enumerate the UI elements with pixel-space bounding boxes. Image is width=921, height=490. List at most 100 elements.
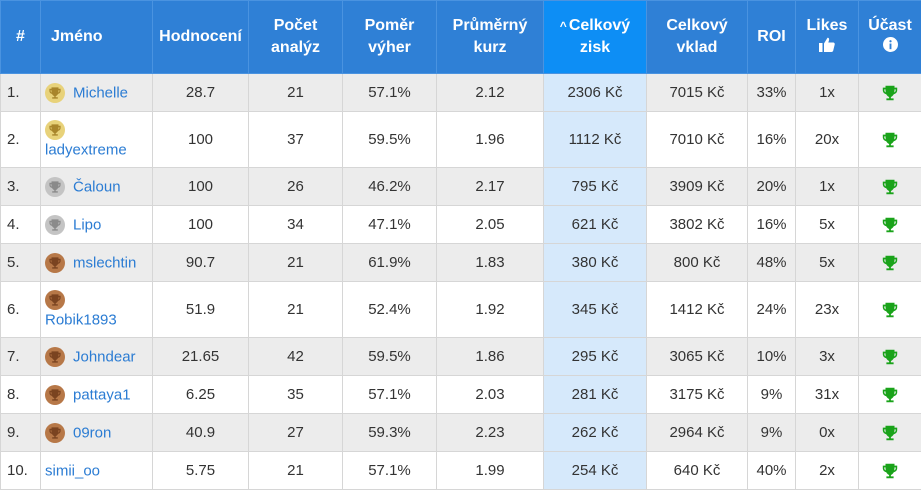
participation-cell bbox=[859, 452, 921, 490]
column-header-label: zisk bbox=[580, 39, 610, 56]
user-link[interactable]: 09ron bbox=[73, 424, 111, 441]
bronze-medal-icon bbox=[45, 385, 65, 405]
participation-cell bbox=[859, 112, 921, 168]
column-header-name[interactable]: Jméno bbox=[41, 1, 153, 74]
sort-asc-icon: ^ bbox=[560, 19, 567, 33]
participation-cell bbox=[859, 168, 921, 206]
column-header-label: Celkový bbox=[569, 17, 630, 34]
column-header-label: # bbox=[16, 28, 25, 45]
roi-cell: 16% bbox=[748, 112, 796, 168]
avgodds-cell: 1.86 bbox=[437, 338, 544, 376]
thumbs-up-icon bbox=[819, 39, 835, 56]
winratio-cell: 46.2% bbox=[343, 168, 437, 206]
rank-cell: 10. bbox=[1, 452, 41, 490]
rating-cell: 6.25 bbox=[153, 376, 249, 414]
rank-cell: 5. bbox=[1, 244, 41, 282]
likes-cell: 1x bbox=[796, 168, 859, 206]
column-header-rank[interactable]: # bbox=[1, 1, 41, 74]
avgodds-cell: 1.99 bbox=[437, 452, 544, 490]
column-header-label: Likes bbox=[807, 17, 848, 34]
user-link[interactable]: Lipo bbox=[73, 216, 101, 233]
roi-cell: 48% bbox=[748, 244, 796, 282]
column-header-label: výher bbox=[368, 39, 411, 56]
rating-cell: 100 bbox=[153, 168, 249, 206]
avgodds-cell: 2.17 bbox=[437, 168, 544, 206]
info-icon bbox=[883, 39, 898, 56]
profit-cell: 262 Kč bbox=[544, 414, 647, 452]
roi-cell: 20% bbox=[748, 168, 796, 206]
winratio-cell: 61.9% bbox=[343, 244, 437, 282]
roi-cell: 9% bbox=[748, 376, 796, 414]
avgodds-cell: 1.92 bbox=[437, 282, 544, 338]
avgodds-cell: 1.83 bbox=[437, 244, 544, 282]
column-header-label: analýz bbox=[271, 39, 320, 56]
rating-cell: 21.65 bbox=[153, 338, 249, 376]
participation-cell bbox=[859, 338, 921, 376]
likes-cell: 3x bbox=[796, 338, 859, 376]
column-header-profit[interactable]: ^Celkový zisk bbox=[544, 1, 647, 74]
column-header-stake[interactable]: Celkový vklad bbox=[647, 1, 748, 74]
rating-cell: 100 bbox=[153, 206, 249, 244]
rating-cell: 40.9 bbox=[153, 414, 249, 452]
analyses-cell: 42 bbox=[249, 338, 343, 376]
analyses-cell: 21 bbox=[249, 452, 343, 490]
rank-cell: 4. bbox=[1, 206, 41, 244]
column-header-label: vklad bbox=[677, 39, 718, 56]
user-cell: Michelle bbox=[41, 74, 153, 112]
user-link[interactable]: Johndear bbox=[73, 348, 136, 365]
column-header-likes[interactable]: Likes bbox=[796, 1, 859, 74]
stake-cell: 2964 Kč bbox=[647, 414, 748, 452]
user-link[interactable]: simii_oo bbox=[45, 462, 100, 479]
stake-cell: 3909 Kč bbox=[647, 168, 748, 206]
rank-cell: 2. bbox=[1, 112, 41, 168]
user-link[interactable]: Robik1893 bbox=[45, 312, 117, 329]
user-cell: mslechtin bbox=[41, 244, 153, 282]
profit-cell: 254 Kč bbox=[544, 452, 647, 490]
rank-cell: 1. bbox=[1, 74, 41, 112]
profit-cell: 281 Kč bbox=[544, 376, 647, 414]
likes-cell: 1x bbox=[796, 74, 859, 112]
user-link[interactable]: mslechtin bbox=[73, 254, 136, 271]
stake-cell: 640 Kč bbox=[647, 452, 748, 490]
likes-cell: 23x bbox=[796, 282, 859, 338]
rating-cell: 51.9 bbox=[153, 282, 249, 338]
column-header-label: Celkový bbox=[666, 17, 727, 34]
participation-cell bbox=[859, 282, 921, 338]
column-header-rating[interactable]: Hodnocení bbox=[153, 1, 249, 74]
column-header-participation[interactable]: Účast bbox=[859, 1, 921, 74]
stake-cell: 1412 Kč bbox=[647, 282, 748, 338]
winratio-cell: 47.1% bbox=[343, 206, 437, 244]
profit-cell: 1112 Kč bbox=[544, 112, 647, 168]
column-header-label: ROI bbox=[757, 28, 785, 45]
user-link[interactable]: pattaya1 bbox=[73, 386, 131, 403]
user-link[interactable]: Michelle bbox=[73, 84, 128, 101]
likes-cell: 2x bbox=[796, 452, 859, 490]
column-header-label: Účast bbox=[868, 17, 912, 34]
participation-cell bbox=[859, 206, 921, 244]
trophy-icon bbox=[881, 253, 899, 270]
silver-medal-icon bbox=[45, 215, 65, 235]
trophy-icon bbox=[881, 177, 899, 194]
user-link[interactable]: Čaloun bbox=[73, 178, 121, 195]
user-link[interactable]: ladyextreme bbox=[45, 142, 127, 159]
rating-cell: 5.75 bbox=[153, 452, 249, 490]
trophy-icon bbox=[881, 83, 899, 100]
rating-cell: 28.7 bbox=[153, 74, 249, 112]
user-cell: Čaloun bbox=[41, 168, 153, 206]
user-cell: 09ron bbox=[41, 414, 153, 452]
column-header-roi[interactable]: ROI bbox=[748, 1, 796, 74]
